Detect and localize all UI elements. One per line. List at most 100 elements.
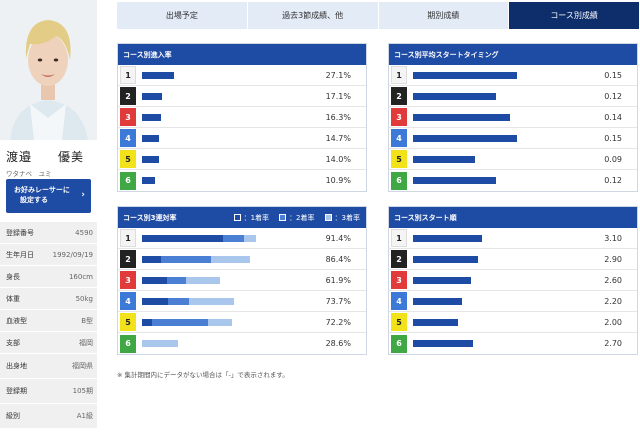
tab-bar: 出場予定 過去3節成績、他 期別成績 コース別成績 — [117, 2, 639, 29]
racer-name: 渡邉 優美 — [6, 150, 85, 164]
value-label: 3.10 — [604, 233, 622, 243]
legend-label-second: ：2着率 — [289, 213, 315, 222]
bar-mark — [413, 72, 517, 79]
bar-track — [413, 72, 563, 79]
course-number-1: 1 — [391, 66, 407, 84]
course-number-3: 3 — [120, 271, 136, 289]
bar-segment-first — [142, 256, 161, 263]
bar-segment-second — [167, 277, 186, 284]
course-row: 2 2.90 — [389, 249, 637, 270]
legend-third: ：3着率 — [324, 213, 360, 223]
legend-swatch-second — [279, 214, 287, 221]
value-label: 91.4% — [325, 233, 351, 243]
legend-first: ：1着率 — [233, 213, 270, 223]
footnote: ※ 集計期間内にデータがない場合は「-」で表示されます。 — [117, 371, 289, 379]
value-label: 14.7% — [325, 133, 351, 143]
bar-segment-first — [142, 319, 152, 326]
profile-value: A1級 — [76, 412, 93, 420]
course-row: 4 0.15 — [389, 128, 637, 149]
favorite-racer-button[interactable]: お好みレーサーに 設定する › — [6, 179, 91, 213]
value-label: 0.12 — [604, 91, 622, 101]
course-row: 5 14.0% — [118, 149, 366, 170]
course-row: 4 73.7% — [118, 291, 366, 312]
tab-4[interactable]: コース別成績 — [509, 2, 639, 29]
value-label: 73.7% — [325, 296, 351, 306]
bar-track — [142, 93, 292, 100]
value-label: 27.1% — [325, 70, 351, 80]
racer-photo — [0, 0, 97, 140]
entry-rate-panel: コース別進入率 1 27.1% 2 17.1% 3 16.3% 4 14.7% 5 14.0% 6 1… — [117, 43, 367, 192]
bar-mark — [142, 135, 159, 142]
start-order-panel: コース別スタート順 1 3.10 2 2.90 3 2.60 4 2.20 5 2.00 6 2.70 — [388, 206, 638, 355]
value-label: 0.15 — [604, 70, 622, 80]
profile-value: 160cm — [68, 272, 93, 281]
profile-key: 身長 — [6, 272, 20, 281]
course-row: 3 0.14 — [389, 107, 637, 128]
value-label: 2.00 — [604, 317, 622, 327]
bar-mark — [413, 235, 482, 242]
course-number-5: 5 — [120, 313, 136, 331]
course-row: 4 14.7% — [118, 128, 366, 149]
bar-track — [413, 256, 563, 263]
profile-value: 4590 — [75, 228, 93, 237]
start-timing-panel: コース別平均スタートタイミング 1 0.15 2 0.12 3 0.14 4 0.15 5 0.0… — [388, 43, 638, 192]
tab-1[interactable]: 出場予定 — [117, 2, 248, 29]
course-number-5: 5 — [120, 150, 136, 168]
course-number-3: 3 — [391, 108, 407, 126]
bar-mark — [413, 298, 462, 305]
profile-row: 登録期 105期 — [0, 379, 97, 404]
course-number-3: 3 — [120, 108, 136, 126]
tab-2[interactable]: 過去3節成績、他 — [247, 2, 379, 29]
course-number-3: 3 — [391, 271, 407, 289]
course-number-6: 6 — [391, 171, 407, 190]
profile-row: 支部 福岡 — [0, 332, 97, 354]
profile-key: 登録期 — [6, 387, 27, 395]
bar-track — [142, 72, 292, 79]
bar-mark — [413, 340, 473, 347]
bar-track — [413, 235, 563, 242]
bar-mark — [142, 72, 174, 79]
bar-mark — [413, 256, 478, 263]
entry-rate-rows: 1 27.1% 2 17.1% 3 16.3% 4 14.7% 5 14.0% 6 10.9% — [118, 65, 366, 191]
tab-3[interactable]: 期別成績 — [378, 2, 510, 29]
bar-mark — [142, 156, 159, 163]
bar-track — [413, 93, 563, 100]
course-number-5: 5 — [391, 313, 407, 331]
course-number-2: 2 — [391, 87, 407, 105]
course-row: 5 2.00 — [389, 312, 637, 333]
profile-value: 105期 — [72, 387, 93, 395]
profile-value: 福岡県 — [72, 362, 93, 370]
profile-row: 血液型 B型 — [0, 310, 97, 332]
course-row: 3 16.3% — [118, 107, 366, 128]
profile-row: 級別 A1級 — [0, 404, 97, 429]
bar-mark — [413, 156, 475, 163]
course-row: 1 3.10 — [389, 228, 637, 249]
bar-track — [142, 177, 292, 184]
bar-segment-first — [142, 235, 223, 242]
profile-key: 出身地 — [6, 362, 27, 370]
course-number-4: 4 — [120, 129, 136, 147]
bar-mark — [142, 177, 155, 184]
course-number-2: 2 — [391, 250, 407, 268]
bar-track — [413, 177, 563, 184]
value-label: 2.90 — [604, 254, 622, 264]
bar-segment-third — [208, 319, 232, 326]
value-label: 2.60 — [604, 275, 622, 285]
legend-label-first: ：1着率 — [243, 213, 270, 222]
bar-track — [413, 156, 563, 163]
profile-value: 福岡 — [79, 338, 93, 347]
value-label: 72.2% — [325, 317, 351, 327]
profile-value: 50kg — [75, 294, 93, 303]
bar-track — [413, 277, 563, 284]
bar-track — [142, 256, 292, 263]
profile-key: 生年月日 — [6, 250, 34, 259]
profile-row: 身長 160cm — [0, 266, 97, 288]
course-row: 6 10.9% — [118, 170, 366, 191]
bar-segment-second — [152, 319, 208, 326]
bar-track — [413, 114, 563, 121]
course-row: 2 17.1% — [118, 86, 366, 107]
bar-mark — [142, 114, 161, 121]
course-number-5: 5 — [391, 150, 407, 168]
course-row: 5 72.2% — [118, 312, 366, 333]
course-number-4: 4 — [120, 292, 136, 310]
